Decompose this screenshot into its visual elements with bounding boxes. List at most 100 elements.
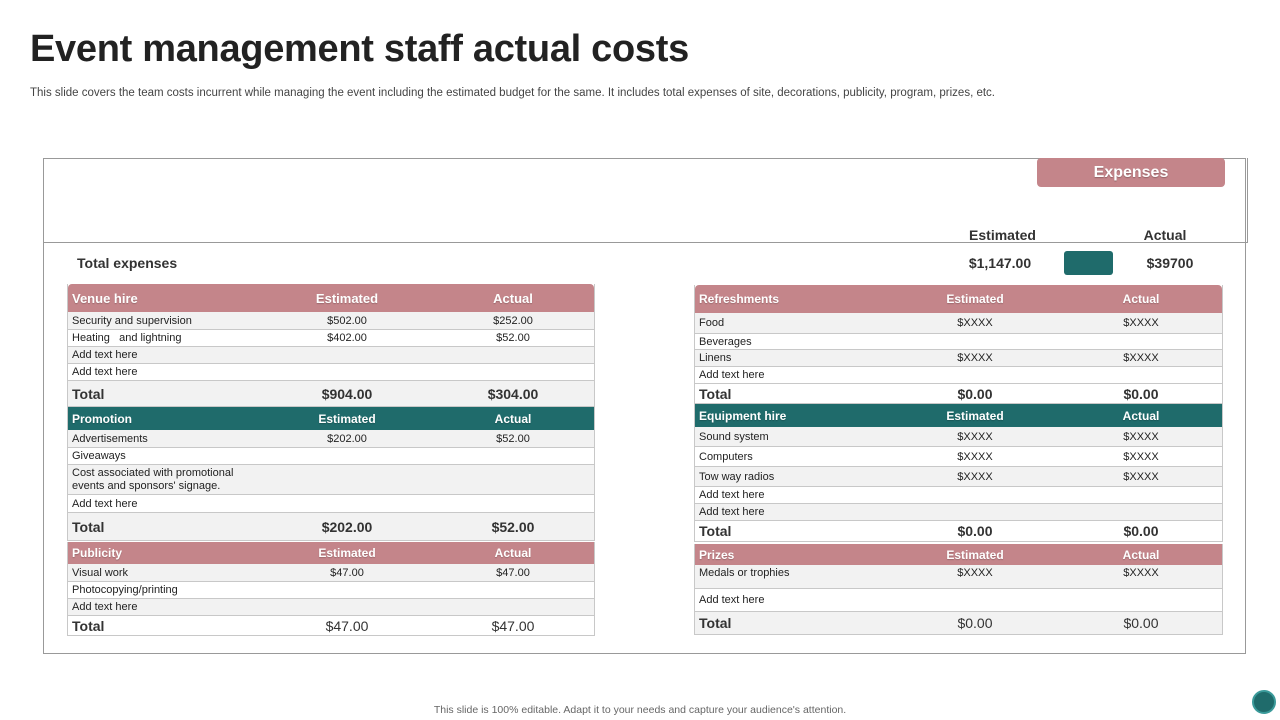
table-row: Giveaways [68,448,594,465]
table-header: Refreshments Estimated Actual [695,285,1222,313]
table-row: Visual work $47.00 $47.00 [68,564,594,582]
row-label: Add text here [72,349,138,361]
total-estimated: $904.00 [321,385,373,402]
row-label: Add text here [699,506,765,518]
row-estimated: $XXXX [957,430,993,443]
row-actual: $52.00 [496,332,530,344]
row-label: Add text here [72,601,138,613]
header-estimated: Estimated [318,546,376,560]
row-label-line: events and sponsors' signage. [72,480,221,492]
row-estimated: $XXXX [957,317,993,329]
table-row: Add text here [695,367,1222,384]
row-actual: $47.00 [496,566,530,579]
table-row: Food $XXXX $XXXX [695,313,1222,334]
publicity-table: Publicity Estimated Actual Visual work $… [67,542,595,636]
total-actual: $0.00 [1123,385,1159,402]
row-label: Tow way radios [699,470,775,483]
total-actual: $0.00 [1123,615,1159,631]
table-row: Add text here [695,487,1222,504]
row-label: Visual work [72,566,129,579]
total-actual: $304.00 [487,385,539,402]
header-label: Prizes [699,547,735,562]
row-estimated: $XXXX [957,567,993,579]
table-header: Promotion Estimated Actual [68,407,594,430]
teal-swatch [1064,251,1113,275]
row-label: Computers [699,450,753,463]
header-label: Promotion [72,411,132,426]
circle-icon [1252,690,1276,714]
row-actual: $XXXX [1123,567,1159,579]
summary-actual-header: Actual [1143,227,1187,243]
table-row: Beverages [695,334,1222,350]
row-actual: $XXXX [1123,450,1159,463]
table-row: Add text here [68,364,594,381]
promotion-table: Promotion Estimated Actual Advertisement… [67,407,595,541]
total-label: Total [699,523,732,539]
row-label: Beverages [699,335,752,348]
table-row: Add text here [68,599,594,616]
row-actual: $52.00 [496,432,530,445]
header-actual: Actual [494,546,532,560]
row-actual: $XXXX [1123,317,1159,329]
row-estimated: $XXXX [957,470,993,483]
table-total-row: Total $0.00 $0.00 [695,612,1222,635]
header-estimated: Estimated [318,411,376,426]
total-label: Total [699,615,732,631]
row-label: Advertisements [72,432,148,445]
refreshments-table: Refreshments Estimated Actual Food $XXXX… [694,285,1223,404]
row-label: Giveaways [72,450,126,462]
total-estimated: $0.00 [957,615,993,631]
header-label: Refreshments [699,292,780,306]
row-label: Add text here [72,366,138,378]
header-actual: Actual [493,290,533,306]
row-label: Cost associated with promotional events … [72,467,233,493]
table-header: Publicity Estimated Actual [68,542,594,564]
total-label: Total [699,385,732,402]
header-estimated: Estimated [946,408,1004,423]
total-estimated: $202.00 [321,518,373,535]
divider [1247,158,1248,243]
page-title: Event management staff actual costs [30,28,689,70]
row-estimated: $47.00 [330,566,364,579]
table-row: Add text here [695,589,1222,612]
table-total-row: Total $904.00 $304.00 [68,381,594,407]
table-row: Medals or trophies $XXXX $XXXX [695,565,1222,589]
table-row: Advertisements $202.00 $52.00 [68,430,594,448]
row-label: Add text here [699,369,765,381]
row-label: Photocopying/printing [72,584,178,596]
table-row: Add text here [68,347,594,364]
header-estimated: Estimated [946,547,1004,562]
total-expenses-actual: $39700 [1146,255,1194,271]
row-label: Heating and lightning [72,332,182,344]
table-total-row: Total $0.00 $0.00 [695,521,1222,542]
equipment-hire-table: Equipment hire Estimated Actual Sound sy… [694,404,1223,542]
table-total-row: Total $47.00 $47.00 [68,616,594,636]
row-actual: $XXXX [1123,352,1159,364]
header-estimated: Estimated [946,292,1004,306]
total-estimated: $0.00 [957,523,993,539]
row-estimated: $XXXX [957,352,993,364]
row-estimated: $XXXX [957,450,993,463]
table-header: Equipment hire Estimated Actual [695,404,1222,427]
total-estimated: $0.00 [957,385,993,402]
table-row: Security and supervision $502.00 $252.00 [68,312,594,330]
table-total-row: Total $202.00 $52.00 [68,513,594,541]
prizes-table: Prizes Estimated Actual Medals or trophi… [694,544,1223,635]
total-expenses-label: Total expenses [77,255,178,271]
row-actual: $XXXX [1123,470,1159,483]
row-label: Add text here [699,594,765,606]
table-row: Sound system $XXXX $XXXX [695,427,1222,447]
venue-hire-table: Venue hire Estimated Actual Security and… [67,284,595,407]
expenses-frame [43,158,1246,654]
row-label: Security and supervision [72,314,192,327]
table-row: Heating and lightning $402.00 $52.00 [68,330,594,347]
row-estimated: $202.00 [327,432,367,445]
table-total-row: Total $0.00 $0.00 [695,384,1222,404]
header-label: Venue hire [72,290,138,306]
row-label: Sound system [699,430,769,443]
table-row: Add text here [695,504,1222,521]
table-row: Computers $XXXX $XXXX [695,447,1222,467]
expenses-badge: Expenses [1037,158,1225,187]
row-label-line: Cost associated with promotional [72,467,234,479]
total-actual: $0.00 [1123,523,1159,539]
